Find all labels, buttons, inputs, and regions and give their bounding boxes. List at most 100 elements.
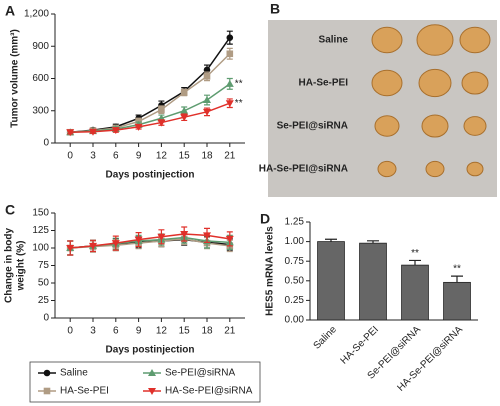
y-tick-label: 25 (38, 295, 50, 306)
row-label: Saline (319, 35, 349, 46)
y-tick-label: 0 (43, 138, 49, 149)
x-tick-label: 9 (136, 151, 142, 162)
y-tick-label: 0.00 (285, 315, 305, 326)
marker (180, 106, 189, 114)
x-tick-label: 0 (67, 151, 73, 162)
marker (203, 73, 211, 80)
panel-letter: B (270, 1, 280, 17)
panel-letter: D (260, 211, 270, 227)
legend-label: HA-Se-PEI (60, 386, 109, 397)
y-tick-label: 125 (32, 225, 49, 236)
marker (225, 235, 234, 243)
x-tick-label: 18 (201, 326, 213, 337)
x-tick-label: 0 (67, 326, 73, 337)
tumor (466, 161, 484, 177)
marker (180, 89, 188, 96)
panel-letter: A (5, 3, 15, 19)
tumor (371, 69, 403, 97)
y-axis-title: HES5 mRNA levels (265, 226, 276, 316)
legend-box (29, 361, 261, 403)
marker (66, 245, 75, 252)
marker (89, 128, 97, 136)
marker (111, 127, 120, 135)
marker (225, 79, 234, 87)
tumor (371, 26, 403, 54)
y-tick-label: 600 (32, 73, 49, 84)
significance-label: ** (453, 264, 461, 275)
marker (226, 50, 234, 58)
marker (158, 106, 165, 113)
y-tick-label: 900 (32, 41, 49, 52)
bar (443, 281, 471, 321)
marker (157, 233, 166, 241)
tumor (416, 24, 454, 56)
marker (226, 34, 234, 41)
marker (111, 240, 120, 248)
bar (401, 264, 429, 321)
x-tick-label: 15 (179, 151, 191, 162)
x-tick-label: 21 (224, 326, 236, 337)
y-tick-label: 1,200 (24, 9, 49, 20)
marker (89, 242, 97, 250)
tumor (377, 160, 397, 178)
marker (134, 236, 143, 244)
error-bar (409, 259, 421, 266)
y-tick-label: 0.50 (285, 275, 305, 286)
x-tick-label: 6 (113, 326, 119, 337)
row-label: HA-Se-PEI@siRNA (259, 164, 348, 175)
series-line (70, 233, 230, 249)
x-axis-title: Days postinjection (106, 170, 195, 181)
x-tick-label: 3 (90, 326, 96, 337)
bar (359, 242, 387, 321)
marker (180, 231, 189, 238)
y-tick-label: 75 (38, 260, 50, 271)
series-line (70, 37, 231, 133)
legend-marker (148, 388, 156, 395)
marker (66, 129, 75, 137)
y-tick-label: 1.25 (285, 217, 305, 228)
x-tick-label: HA-Se-PEI (339, 324, 381, 366)
y-tick-label: 300 (32, 105, 49, 116)
y-tick-label: 1.00 (285, 236, 305, 247)
x-tick-label: 18 (201, 151, 213, 162)
y-axis-title: Change in body (4, 228, 15, 303)
x-tick-label: 9 (136, 326, 142, 337)
legend-marker (43, 369, 51, 377)
marker (157, 119, 166, 127)
marker (203, 96, 211, 103)
row-label: HA-Se-PEI (299, 78, 349, 89)
error-bar (367, 240, 379, 244)
significance-label: ** (235, 79, 243, 90)
legend-marker (148, 369, 156, 376)
tumor (418, 68, 452, 98)
y-tick-label: 0.75 (285, 256, 305, 267)
x-axis-title: Days postinjection (106, 345, 195, 356)
significance-label: ** (235, 98, 243, 109)
marker (203, 232, 211, 240)
x-tick-label: 21 (224, 151, 236, 162)
error-bar (325, 238, 337, 242)
legend-label: HA-Se-PEI@siRNA (165, 386, 253, 397)
series-line (70, 238, 230, 249)
legend-label: Saline (60, 368, 88, 379)
bar (317, 241, 345, 321)
y-tick-label: 0 (43, 313, 49, 324)
x-tick-label: 12 (156, 151, 168, 162)
tumor (459, 26, 491, 54)
y-tick-label: 0.25 (285, 295, 305, 306)
legend-label: Se-PEI@siRNA (165, 368, 235, 379)
panel-letter: C (5, 202, 15, 218)
tumor (461, 71, 489, 95)
y-tick-label: 100 (32, 243, 49, 254)
y-axis-title: weight (%) (16, 241, 27, 292)
series-line (70, 102, 231, 133)
x-tick-label: 12 (156, 326, 168, 337)
y-axis-title: Tumor volume (mm³) (10, 29, 21, 128)
marker (180, 114, 189, 122)
x-tick-label: 6 (113, 151, 119, 162)
significance-label: ** (411, 248, 419, 259)
error-bar (451, 275, 463, 283)
tumor (374, 115, 400, 137)
x-tick-label: Saline (312, 324, 340, 352)
